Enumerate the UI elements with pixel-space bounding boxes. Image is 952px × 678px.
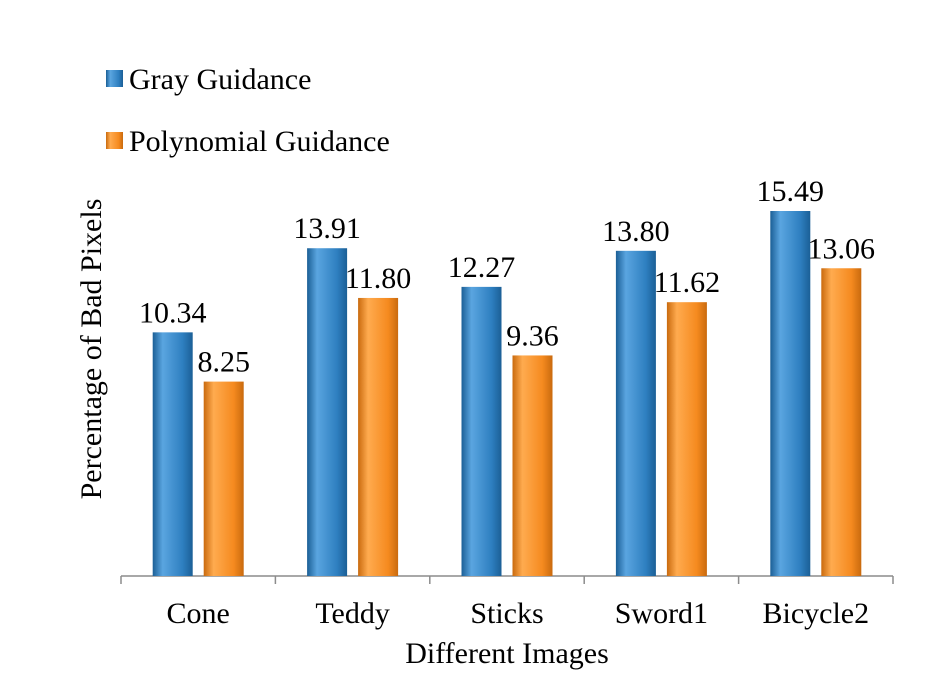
legend-swatch-polynomial-guidance	[106, 132, 123, 149]
value-label-gray-guidance-cone: 10.34	[139, 296, 207, 329]
category-label-sticks: Sticks	[470, 597, 543, 630]
value-labels: 10.34 8.25 13.91 11.80 12.27 9.36 13.80 11.62 15…	[139, 175, 875, 379]
legend-item-gray-guidance: Gray Guidance	[106, 63, 311, 96]
category-labels: Cone Teddy Sticks Sword1 Bicycle2	[167, 597, 870, 630]
bars	[152, 211, 862, 577]
bar-gray-guidance-sticks	[461, 286, 502, 576]
bar-gray-guidance-sword1	[615, 250, 656, 577]
value-label-polynomial-guidance-sticks: 9.36	[506, 319, 559, 352]
x-axis-title: Different Images	[405, 637, 609, 670]
bar-polynomial-guidance-sticks	[512, 355, 553, 576]
legend-item-polynomial-guidance: Polynomial Guidance	[106, 125, 390, 158]
legend-label-gray-guidance: Gray Guidance	[129, 63, 311, 96]
value-label-polynomial-guidance-cone: 8.25	[197, 346, 250, 379]
legend-label-polynomial-guidance: Polynomial Guidance	[129, 125, 390, 158]
bar-polynomial-guidance-bicycle2	[821, 268, 862, 576]
bar-gray-guidance-cone	[152, 332, 193, 576]
value-label-polynomial-guidance-sword1: 11.62	[654, 266, 720, 299]
x-axis-ticks	[120, 576, 894, 584]
y-axis-title: Percentage of Bad Pixels	[75, 199, 108, 500]
bar-polynomial-guidance-cone	[203, 381, 244, 576]
value-label-gray-guidance-bicycle2: 15.49	[757, 175, 825, 208]
bar-polynomial-guidance-teddy	[358, 297, 399, 576]
category-label-sword1: Sword1	[615, 597, 708, 630]
category-label-bicycle2: Bicycle2	[762, 597, 869, 630]
bar-polynomial-guidance-sword1	[666, 302, 707, 576]
value-label-polynomial-guidance-bicycle2: 13.06	[808, 232, 876, 265]
value-label-gray-guidance-teddy: 13.91	[293, 212, 361, 245]
legend-swatch-gray-guidance	[106, 70, 123, 87]
legend: Gray Guidance Polynomial Guidance	[106, 63, 390, 158]
value-label-gray-guidance-sword1: 13.80	[602, 215, 670, 248]
bar-gray-guidance-teddy	[307, 248, 348, 576]
category-label-cone: Cone	[167, 597, 230, 630]
bar-gray-guidance-bicycle2	[770, 211, 811, 576]
value-label-polynomial-guidance-teddy: 11.80	[345, 262, 411, 295]
value-label-gray-guidance-sticks: 12.27	[448, 251, 516, 284]
category-label-teddy: Teddy	[315, 597, 390, 630]
